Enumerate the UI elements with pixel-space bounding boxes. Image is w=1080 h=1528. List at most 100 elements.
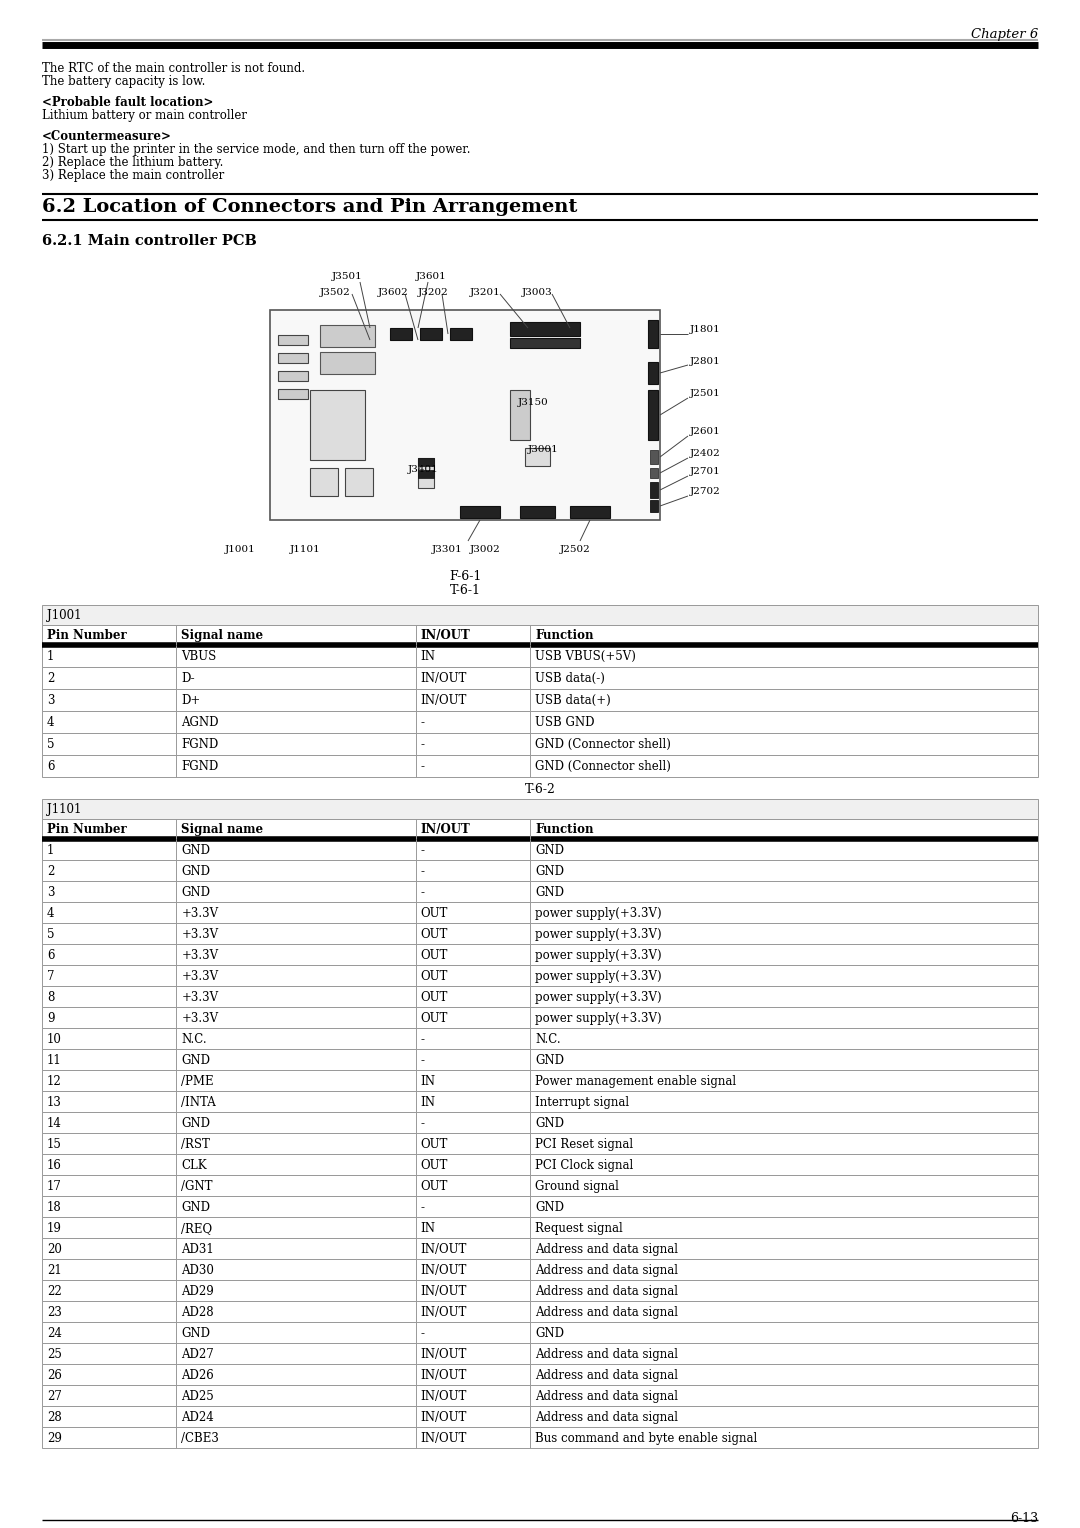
Text: J3002: J3002 <box>470 545 501 555</box>
Bar <box>42 1028 1038 1050</box>
Text: 16: 16 <box>48 1160 62 1172</box>
Bar <box>648 362 658 384</box>
Text: AD27: AD27 <box>181 1348 214 1361</box>
Bar <box>42 1091 1038 1112</box>
Bar <box>418 471 434 478</box>
Text: GND: GND <box>535 1201 564 1215</box>
Text: 3) Replace the main controller: 3) Replace the main controller <box>42 170 225 182</box>
Text: IN/OUT: IN/OUT <box>420 1306 467 1319</box>
Text: Address and data signal: Address and data signal <box>535 1369 678 1381</box>
Text: J3202: J3202 <box>418 287 449 296</box>
Text: J3003: J3003 <box>522 287 553 296</box>
Text: GND: GND <box>535 1054 564 1067</box>
Text: USB GND: USB GND <box>535 717 594 729</box>
Text: AD26: AD26 <box>181 1369 214 1381</box>
Text: +3.3V: +3.3V <box>181 908 218 920</box>
Bar <box>42 1343 1038 1365</box>
Text: 2) Replace the lithium battery.: 2) Replace the lithium battery. <box>42 156 224 170</box>
Bar <box>42 882 1038 902</box>
Text: 24: 24 <box>48 1326 62 1340</box>
Text: power supply(+3.3V): power supply(+3.3V) <box>535 992 662 1004</box>
Text: AD31: AD31 <box>181 1242 214 1256</box>
Text: J2501: J2501 <box>690 390 720 399</box>
Bar <box>650 468 658 478</box>
Bar <box>42 1070 1038 1091</box>
Text: J3201: J3201 <box>470 287 501 296</box>
Text: 2: 2 <box>48 865 54 879</box>
Bar <box>42 1406 1038 1427</box>
Text: PCI Clock signal: PCI Clock signal <box>535 1160 633 1172</box>
Bar <box>42 839 1038 860</box>
Text: -: - <box>420 886 424 898</box>
Text: N.C.: N.C. <box>535 1033 561 1047</box>
Text: IN/OUT: IN/OUT <box>420 1264 467 1277</box>
Text: OUT: OUT <box>420 1138 448 1151</box>
Text: 6.2.1 Main controller PCB: 6.2.1 Main controller PCB <box>42 234 257 248</box>
Text: J2702: J2702 <box>690 487 720 497</box>
Text: -: - <box>420 1033 424 1047</box>
Bar <box>510 322 580 336</box>
Bar <box>278 335 308 345</box>
Bar <box>648 319 658 348</box>
Text: -: - <box>420 759 424 773</box>
Text: power supply(+3.3V): power supply(+3.3V) <box>535 1012 662 1025</box>
Text: 3: 3 <box>48 694 54 707</box>
Text: Address and data signal: Address and data signal <box>535 1264 678 1277</box>
Text: /INTA: /INTA <box>181 1096 216 1109</box>
Text: J2801: J2801 <box>690 356 720 365</box>
Text: Pin Number: Pin Number <box>48 824 126 836</box>
Text: 25: 25 <box>48 1348 62 1361</box>
Bar <box>460 506 500 518</box>
Text: J3601: J3601 <box>416 272 447 281</box>
Bar <box>42 711 1038 733</box>
Bar <box>42 625 1038 645</box>
Text: AD30: AD30 <box>181 1264 214 1277</box>
Text: GND (Connector shell): GND (Connector shell) <box>535 759 671 773</box>
Bar <box>42 923 1038 944</box>
Bar <box>525 448 550 466</box>
Text: Pin Number: Pin Number <box>48 630 126 642</box>
Bar <box>42 1007 1038 1028</box>
Text: 6: 6 <box>48 759 54 773</box>
Bar <box>278 371 308 380</box>
Bar <box>42 819 1038 839</box>
Text: Address and data signal: Address and data signal <box>535 1348 678 1361</box>
Text: OUT: OUT <box>420 970 448 983</box>
Bar <box>519 506 555 518</box>
Bar <box>42 986 1038 1007</box>
Text: 23: 23 <box>48 1306 62 1319</box>
Text: J3501: J3501 <box>332 272 363 281</box>
Text: Address and data signal: Address and data signal <box>535 1242 678 1256</box>
Bar <box>42 799 1038 819</box>
Bar <box>320 325 375 347</box>
Text: USB VBUS(+5V): USB VBUS(+5V) <box>535 649 636 663</box>
Text: USB data(+): USB data(+) <box>535 694 611 707</box>
Bar <box>320 351 375 374</box>
Text: 14: 14 <box>48 1117 62 1131</box>
Text: 26: 26 <box>48 1369 62 1381</box>
Text: J3401: J3401 <box>408 465 438 474</box>
Text: D+: D+ <box>181 694 201 707</box>
Text: N.C.: N.C. <box>181 1033 207 1047</box>
Bar <box>648 390 658 440</box>
Text: GND: GND <box>535 1326 564 1340</box>
Text: 18: 18 <box>48 1201 62 1215</box>
Text: 19: 19 <box>48 1222 62 1235</box>
Text: 6: 6 <box>48 949 54 963</box>
Text: J2502: J2502 <box>561 545 591 555</box>
Text: T-6-2: T-6-2 <box>525 782 555 796</box>
Text: 6-13: 6-13 <box>1010 1513 1038 1525</box>
Text: J3150: J3150 <box>518 397 549 406</box>
Text: AD24: AD24 <box>181 1410 214 1424</box>
Bar <box>42 860 1038 882</box>
Text: 12: 12 <box>48 1076 62 1088</box>
Text: CLK: CLK <box>181 1160 207 1172</box>
Text: Address and data signal: Address and data signal <box>535 1410 678 1424</box>
Text: J3301: J3301 <box>432 545 462 555</box>
Text: IN/OUT: IN/OUT <box>420 1390 467 1403</box>
Bar <box>650 500 658 512</box>
Bar <box>310 468 338 497</box>
Text: -: - <box>420 865 424 879</box>
Text: 27: 27 <box>48 1390 62 1403</box>
Text: J2701: J2701 <box>690 468 720 477</box>
